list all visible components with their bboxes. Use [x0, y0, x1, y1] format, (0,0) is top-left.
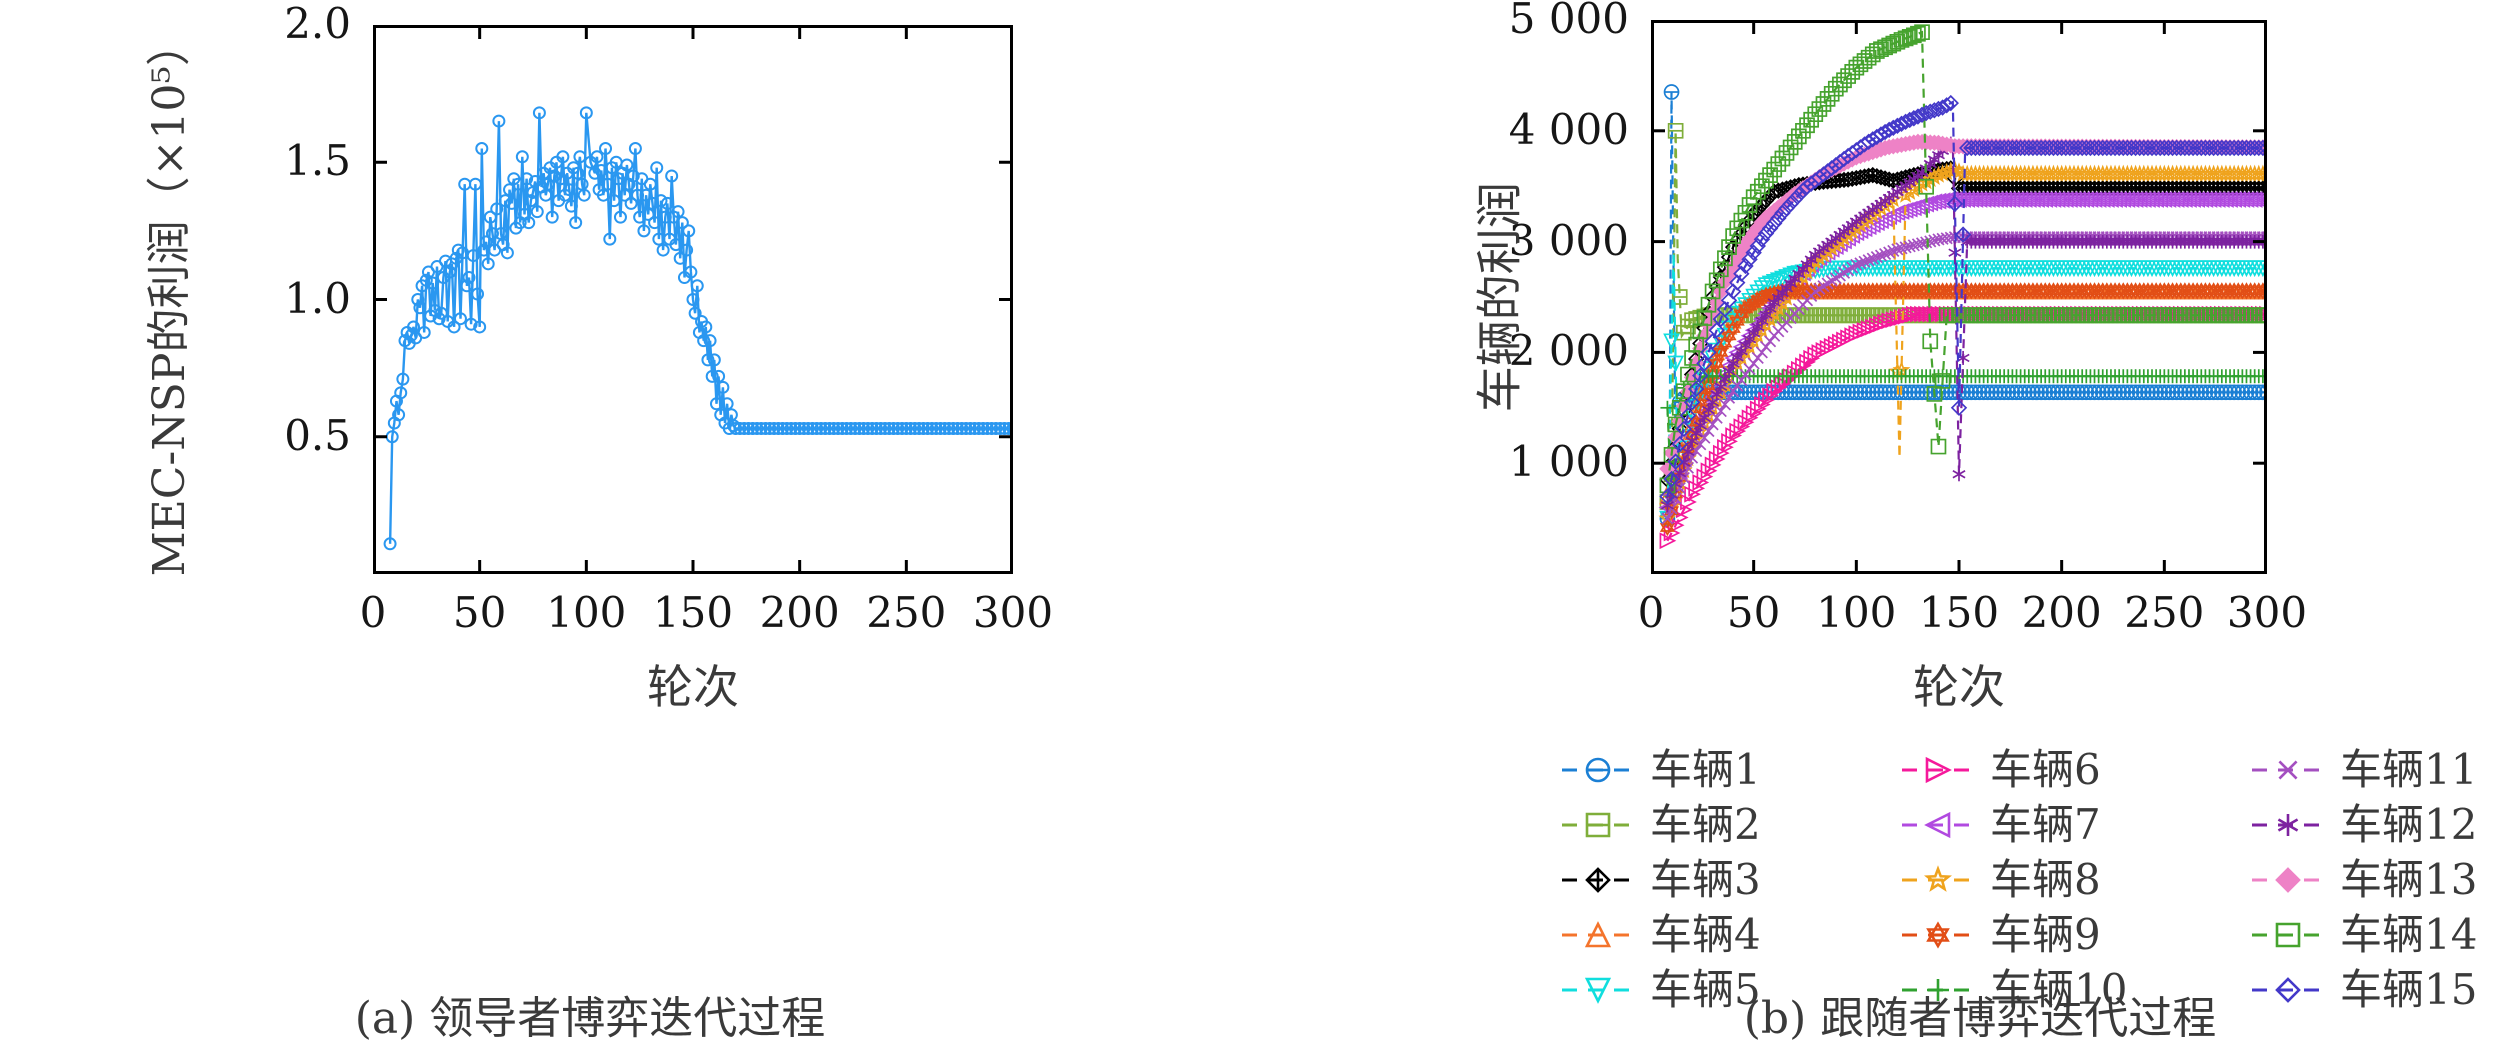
legend-item-车辆2: 车辆2 — [1560, 797, 1761, 852]
follower-series-车辆15 — [1659, 94, 2267, 505]
legend-marker-circle-bar-icon — [1562, 757, 1634, 782]
follower-legend: 车辆1 车辆2 车辆3 车辆4 车辆5 车辆6 车辆7 车辆8 车辆9 车辆10 车辆11 车辆12 车… — [1560, 742, 2500, 1010]
legend-item-车辆5: 车辆5 — [1560, 962, 1761, 1017]
legend-item-车辆14: 车辆14 — [2250, 907, 2477, 962]
leader-y-tick-2.0: 2.0 — [284, 0, 351, 48]
legend-item-label: 车辆7 — [1990, 799, 2101, 849]
legend-item-车辆12: 车辆12 — [2250, 797, 2477, 852]
follower-y-tick-3 000: 3 000 — [1508, 215, 1629, 265]
legend-item-车辆7: 车辆7 — [1900, 797, 2101, 852]
legend-item-车辆1: 车辆1 — [1560, 742, 1761, 797]
legend-marker-star6-icon — [1902, 920, 1974, 949]
legend-item-车辆11: 车辆11 — [2250, 742, 2477, 797]
follower-series-车辆5 — [1659, 252, 2267, 528]
leader-series-MEC-NSP — [383, 106, 1013, 551]
legend-item-label: 车辆4 — [1650, 909, 1761, 959]
follower-y-tick-2 000: 2 000 — [1508, 326, 1629, 376]
follower-x-tick-50: 50 — [1726, 588, 1781, 637]
leader-x-tick-300: 300 — [972, 588, 1054, 637]
legend-marker-tri-right-icon — [1902, 756, 1974, 783]
legend-marker-plus-icon — [1902, 978, 1974, 1001]
legend-marker-diamond-icon — [2252, 976, 2324, 1003]
follower-x-tick-250: 250 — [2124, 588, 2205, 637]
legend-item-车辆4: 车辆4 — [1560, 907, 1761, 962]
legend-item-label: 车辆12 — [2340, 799, 2478, 849]
leader-y-axis-label: MEC-NSP的利润（×10⁵） — [143, 22, 195, 577]
leader-y-axis-label-wrap: MEC-NSP的利润（×10⁵） — [128, 22, 212, 577]
follower-series-车辆14 — [1659, 24, 2267, 494]
legend-marker-tri-down-icon — [1562, 977, 1634, 1004]
leader-y-tick-0.5: 0.5 — [284, 410, 351, 460]
legend-item-label: 车辆11 — [2340, 744, 2478, 794]
legend-item-车辆8: 车辆8 — [1900, 852, 2101, 907]
follower-x-tick-150: 150 — [1918, 588, 2000, 637]
leader-chart — [373, 25, 1013, 574]
legend-item-label: 车辆3 — [1650, 854, 1761, 904]
follower-y-tick-5 000: 5 000 — [1508, 0, 1629, 43]
follower-chart — [1651, 20, 2267, 574]
leader-x-axis-label: 轮次 — [647, 660, 739, 714]
leader-x-tick-50: 50 — [452, 588, 507, 637]
caption-a: (a) 领导者博弈迭代过程 — [354, 993, 826, 1044]
leader-x-tick-200: 200 — [759, 588, 840, 637]
legend-marker-asterisk-icon — [2252, 813, 2324, 836]
legend-item-车辆3: 车辆3 — [1560, 852, 1761, 907]
follower-y-axis-label-wrap: 车辆的利润 — [1458, 20, 1542, 574]
follower-x-tick-0: 0 — [1637, 588, 1665, 637]
legend-item-车辆13: 车辆13 — [2250, 852, 2477, 907]
legend-marker-diamond-fill-icon — [2252, 866, 2324, 893]
leader-x-tick-150: 150 — [652, 588, 734, 637]
legend-item-label: 车辆13 — [2340, 854, 2478, 904]
legend-item-label: 车辆9 — [1990, 909, 2101, 959]
leader-x-tick-0: 0 — [359, 588, 387, 637]
leader-plot-area — [373, 25, 1013, 574]
legend-marker-tri-left-icon — [1902, 811, 1974, 838]
leader-x-tick-100: 100 — [546, 588, 627, 637]
follower-x-tick-300: 300 — [2226, 588, 2308, 637]
legend-item-label: 车辆5 — [1650, 964, 1761, 1014]
legend-marker-square-icon — [2252, 922, 2324, 947]
follower-y-tick-1 000: 1 000 — [1508, 437, 1629, 487]
legend-marker-star5-icon — [1902, 864, 1974, 892]
leader-x-tick-250: 250 — [866, 588, 947, 637]
leader-y-tick-1.5: 1.5 — [284, 136, 351, 186]
follower-series-group — [1658, 24, 2267, 550]
legend-item-车辆6: 车辆6 — [1900, 742, 2101, 797]
follower-y-tick-4 000: 4 000 — [1508, 104, 1629, 154]
legend-item-label: 车辆14 — [2340, 909, 2478, 959]
legend-item-label: 车辆10 — [1990, 964, 2128, 1014]
legend-marker-diamond-line-icon — [1562, 866, 1634, 893]
legend-marker-x-icon — [2252, 760, 2324, 779]
legend-marker-square-bar-icon — [1562, 812, 1634, 837]
legend-item-label: 车辆2 — [1650, 799, 1761, 849]
legend-item-label: 车辆8 — [1990, 854, 2101, 904]
legend-item-label: 车辆6 — [1990, 744, 2101, 794]
leader-series-group — [383, 106, 1013, 551]
caption-b: (b) 跟随者博弈迭代过程 — [1743, 993, 2217, 1044]
follower-plot-area — [1651, 20, 2267, 574]
legend-item-label: 车辆1 — [1650, 744, 1761, 794]
follower-series-车辆12 — [1660, 136, 2267, 513]
legend-item-车辆15: 车辆15 — [2250, 962, 2477, 1017]
follower-x-axis-label: 轮次 — [1913, 660, 2005, 714]
leader-y-tick-1.0: 1.0 — [284, 273, 351, 323]
legend-marker-tri-up-icon — [1562, 920, 1634, 947]
legend-item-label: 车辆15 — [2340, 964, 2478, 1014]
legend-item-车辆9: 车辆9 — [1900, 907, 2101, 962]
follower-x-tick-200: 200 — [2021, 588, 2102, 637]
legend-item-车辆10: 车辆10 — [1900, 962, 2127, 1017]
follower-x-tick-100: 100 — [1816, 588, 1897, 637]
